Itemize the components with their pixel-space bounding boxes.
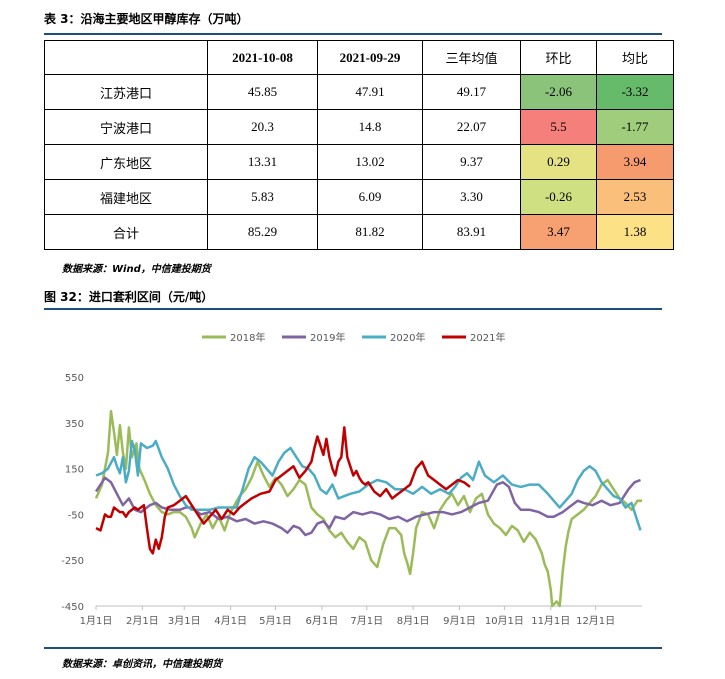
y-tick-label: 350 xyxy=(65,419,84,430)
avg-cell: 83.91 xyxy=(422,214,521,250)
table-row: 合计 85.29 81.82 83.91 3.47 1.38 xyxy=(44,214,674,250)
y-tick-label: 550 xyxy=(65,373,84,384)
header-cell: 2021-09-29 xyxy=(317,40,423,75)
mom-cell: -0.26 xyxy=(520,179,597,215)
table-header-row: 2021-10-08 2021-09-29 三年均值 环比 均比 xyxy=(44,40,674,75)
v1-cell: 85.29 xyxy=(207,214,318,250)
mom-cell: 5.5 xyxy=(520,109,597,145)
region-cell: 宁波港口 xyxy=(44,109,208,145)
v1-cell: 45.85 xyxy=(207,74,318,110)
x-tick-label: 6月1日 xyxy=(306,615,339,627)
x-tick-label: 10月1日 xyxy=(485,615,524,627)
legend-label: 2020年 xyxy=(390,331,425,344)
inventory-table: 2021-10-08 2021-09-29 三年均值 环比 均比 江苏港口 45.… xyxy=(44,40,674,250)
x-tick-label: 9月1日 xyxy=(443,615,476,627)
bottom-rule xyxy=(44,647,662,649)
region-cell: 合计 xyxy=(44,214,208,250)
y-tick-label: -50 xyxy=(68,510,84,521)
arbitrage-line-chart: 550 350 150 -50 -250 -450 1月1日 2月1日 3月1日 4月1日 5月1日… xyxy=(61,331,642,627)
x-tick-label: 1月1日 xyxy=(80,615,113,627)
x-tick-label: 2月1日 xyxy=(126,615,159,627)
x-tick-label: 4月1日 xyxy=(214,615,247,627)
region-cell: 福建地区 xyxy=(44,179,208,215)
header-cell xyxy=(44,40,208,75)
chart-caption: 图 32：进口套利区间（元/吨） xyxy=(44,290,214,304)
legend-label: 2019年 xyxy=(310,331,345,344)
table-row: 宁波港口 20.3 14.8 22.07 5.5 -1.77 xyxy=(44,109,674,145)
mom-cell: 0.29 xyxy=(520,144,597,180)
v1-cell: 13.31 xyxy=(207,144,318,180)
x-tick-label: 3月1日 xyxy=(168,615,201,627)
header-cell: 2021-10-08 xyxy=(207,40,318,75)
v2-cell: 13.02 xyxy=(317,144,423,180)
legend-label: 2021年 xyxy=(470,331,505,344)
caption-rule xyxy=(44,33,662,35)
mom-cell: 3.47 xyxy=(520,214,597,250)
v2-cell: 81.82 xyxy=(317,214,423,250)
mom-cell: -2.06 xyxy=(520,74,597,110)
x-tick-label: 8月1日 xyxy=(397,615,430,627)
series-line-2018年 xyxy=(94,410,642,608)
avg-cell: 3.30 xyxy=(422,179,521,215)
v1-cell: 20.3 xyxy=(207,109,318,145)
v2-cell: 6.09 xyxy=(317,179,423,215)
header-cell: 三年均值 xyxy=(422,40,521,75)
x-tick-label: 5月1日 xyxy=(259,615,292,627)
chart-source: 数据来源：卓创资讯，中信建投期货 xyxy=(62,659,222,670)
avg-cell: 49.17 xyxy=(422,74,521,110)
y-tick-label: -250 xyxy=(61,556,84,567)
region-cell: 广东地区 xyxy=(44,144,208,180)
v2-cell: 47.91 xyxy=(317,74,423,110)
y-tick-label: -450 xyxy=(61,602,84,613)
y-tick-label: 150 xyxy=(65,465,84,476)
x-tick-label: 11月1日 xyxy=(531,615,570,627)
table-source: 数据来源：Wind，中信建投期货 xyxy=(62,264,211,275)
avg-cell: 22.07 xyxy=(422,109,521,145)
yoy-cell: 1.38 xyxy=(596,214,674,250)
caption-rule xyxy=(44,308,662,310)
x-tick-label: 7月1日 xyxy=(350,615,383,627)
table-row: 福建地区 5.83 6.09 3.30 -0.26 2.53 xyxy=(44,179,674,215)
series-line-2020年 xyxy=(95,439,642,531)
header-cell: 环比 xyxy=(520,40,597,75)
avg-cell: 9.37 xyxy=(422,144,521,180)
series-line-2021年 xyxy=(95,426,471,555)
v1-cell: 5.83 xyxy=(207,179,318,215)
legend-label: 2018年 xyxy=(230,331,265,344)
yoy-cell: -3.32 xyxy=(596,74,674,110)
header-cell: 均比 xyxy=(596,40,674,75)
table-row: 广东地区 13.31 13.02 9.37 0.29 3.94 xyxy=(44,144,674,180)
table-row: 江苏港口 45.85 47.91 49.17 -2.06 -3.32 xyxy=(44,74,674,110)
x-tick-label: 12月1日 xyxy=(576,615,615,627)
v2-cell: 14.8 xyxy=(317,109,423,145)
table-caption: 表 3：沿海主要地区甲醇库存（万吨） xyxy=(44,12,249,26)
yoy-cell: -1.77 xyxy=(596,109,674,145)
yoy-cell: 3.94 xyxy=(596,144,674,180)
yoy-cell: 2.53 xyxy=(596,179,674,215)
series-line-2019年 xyxy=(94,476,641,537)
region-cell: 江苏港口 xyxy=(44,74,208,110)
